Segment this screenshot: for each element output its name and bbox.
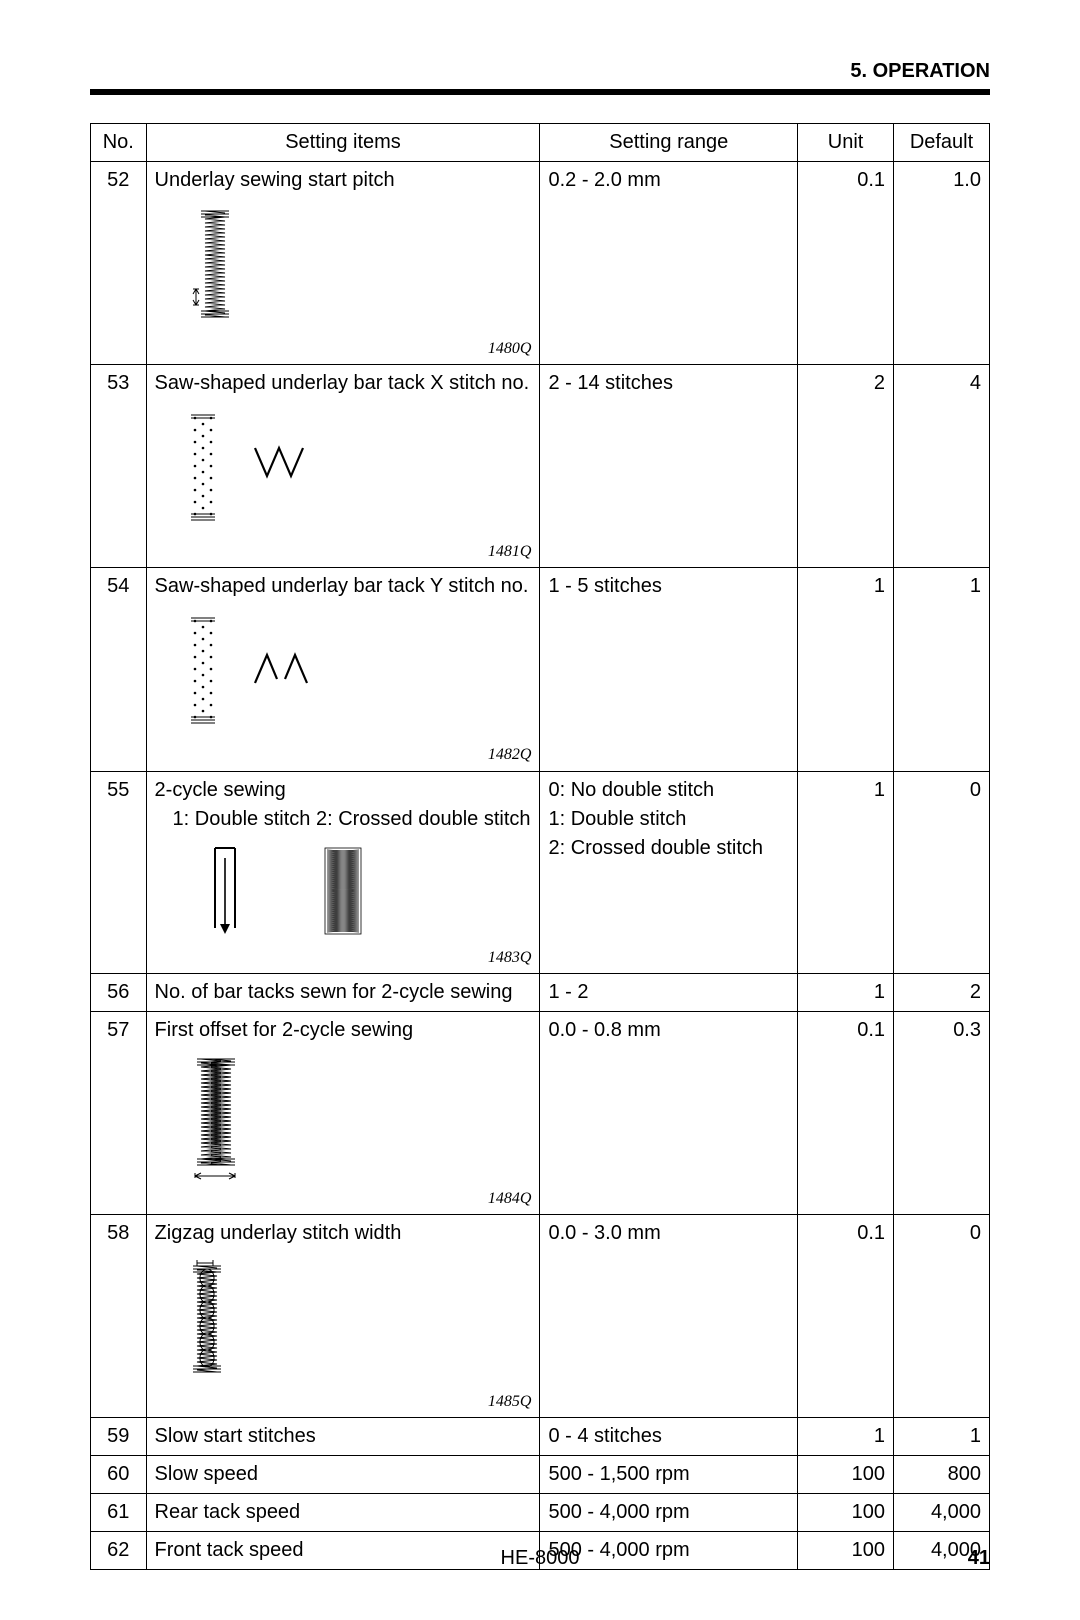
table-row: 55 2-cycle sewing 1: Double stitch 2: Cr…: [91, 771, 990, 973]
table-row: 54 Saw-shaped underlay bar tack Y stitch…: [91, 568, 990, 771]
stitch-diagram-icon: [155, 1055, 532, 1185]
range-line: 0: No double stitch: [548, 779, 714, 801]
cell-unit: 0.1: [798, 1214, 894, 1417]
table-row: 57 First offset for 2-cycle sewing 1484Q: [91, 1011, 990, 1214]
th-no: No.: [91, 124, 147, 162]
figure-code: 1481Q: [155, 540, 532, 563]
th-unit: Unit: [798, 124, 894, 162]
cell-range: 0 - 4 stitches: [540, 1418, 798, 1456]
item-label: Saw-shaped underlay bar tack X stitch no…: [155, 372, 530, 394]
table-row: 53 Saw-shaped underlay bar tack X stitch…: [91, 365, 990, 568]
footer-spacer: [90, 1547, 150, 1570]
item-label: First offset for 2-cycle sewing: [155, 1019, 414, 1041]
cell-item: Slow speed: [146, 1456, 540, 1494]
cell-unit: 100: [798, 1494, 894, 1532]
table-row: 58 Zigzag underlay stitch width 1485Q 0.…: [91, 1214, 990, 1417]
figure-code: 1483Q: [155, 946, 532, 969]
cell-item: Saw-shaped underlay bar tack Y stitch no…: [146, 568, 540, 771]
item-label: Zigzag underlay stitch width: [155, 1222, 402, 1244]
cell-default: 0: [894, 771, 990, 973]
cell-unit: 0.1: [798, 1011, 894, 1214]
cell-no: 56: [91, 973, 147, 1011]
cell-item: First offset for 2-cycle sewing 1484Q: [146, 1011, 540, 1214]
stitch-diagram-icon: [155, 205, 532, 335]
cell-no: 52: [91, 162, 147, 365]
footer-model: HE-8000: [150, 1547, 930, 1570]
table-row: 52 Underlay sewing start pitch 1480Q 0.2…: [91, 162, 990, 365]
th-item: Setting items: [146, 124, 540, 162]
stitch-diagram-icon: [155, 1258, 532, 1388]
cell-range: 0.2 - 2.0 mm: [540, 162, 798, 365]
page: 5. OPERATION No. Setting items Setting r…: [0, 0, 1080, 1620]
section-title: 5. OPERATION: [90, 60, 990, 83]
table-header-row: No. Setting items Setting range Unit Def…: [91, 124, 990, 162]
item-sublabel: 1: Double stitch 2: Crossed double stitc…: [155, 805, 532, 834]
table-row: 60 Slow speed 500 - 1,500 rpm 100 800: [91, 1456, 990, 1494]
cell-default: 4,000: [894, 1494, 990, 1532]
table-row: 56 No. of bar tacks sewn for 2-cycle sew…: [91, 973, 990, 1011]
cell-unit: 1: [798, 568, 894, 771]
th-default: Default: [894, 124, 990, 162]
figure-code: 1480Q: [155, 337, 532, 360]
cell-range: 0: No double stitch 1: Double stitch 2: …: [540, 771, 798, 973]
table-row: 59 Slow start stitches 0 - 4 stitches 1 …: [91, 1418, 990, 1456]
item-label: Saw-shaped underlay bar tack Y stitch no…: [155, 575, 529, 597]
stitch-diagram-icon: [155, 408, 532, 538]
cell-unit: 0.1: [798, 162, 894, 365]
cell-default: 4: [894, 365, 990, 568]
cell-default: 1: [894, 568, 990, 771]
cell-item: Zigzag underlay stitch width 1485Q: [146, 1214, 540, 1417]
cell-item: No. of bar tacks sewn for 2-cycle sewing: [146, 973, 540, 1011]
figure-code: 1484Q: [155, 1187, 532, 1210]
range-line: 2: Crossed double stitch: [548, 837, 763, 859]
stitch-diagram-icon: [155, 844, 532, 944]
cell-no: 55: [91, 771, 147, 973]
cell-item: Slow start stitches: [146, 1418, 540, 1456]
cell-default: 800: [894, 1456, 990, 1494]
cell-range: 1 - 5 stitches: [540, 568, 798, 771]
cell-unit: 1: [798, 1418, 894, 1456]
cell-range: 500 - 4,000 rpm: [540, 1494, 798, 1532]
cell-no: 58: [91, 1214, 147, 1417]
cell-default: 1.0: [894, 162, 990, 365]
parameters-table: No. Setting items Setting range Unit Def…: [90, 123, 990, 1570]
cell-item: 2-cycle sewing 1: Double stitch 2: Cross…: [146, 771, 540, 973]
cell-unit: 2: [798, 365, 894, 568]
table-row: 61 Rear tack speed 500 - 4,000 rpm 100 4…: [91, 1494, 990, 1532]
range-line: 1: Double stitch: [548, 808, 686, 830]
figure-code: 1485Q: [155, 1390, 532, 1413]
item-label: Underlay sewing start pitch: [155, 169, 395, 191]
header-rule: [90, 89, 990, 95]
cell-no: 53: [91, 365, 147, 568]
cell-no: 59: [91, 1418, 147, 1456]
cell-range: 1 - 2: [540, 973, 798, 1011]
cell-unit: 1: [798, 771, 894, 973]
cell-unit: 1: [798, 973, 894, 1011]
cell-default: 1: [894, 1418, 990, 1456]
cell-range: 500 - 1,500 rpm: [540, 1456, 798, 1494]
cell-default: 0: [894, 1214, 990, 1417]
page-footer: HE-8000 41: [90, 1547, 990, 1570]
figure-code: 1482Q: [155, 743, 532, 766]
cell-item: Saw-shaped underlay bar tack X stitch no…: [146, 365, 540, 568]
cell-range: 0.0 - 3.0 mm: [540, 1214, 798, 1417]
stitch-diagram-icon: [155, 611, 532, 741]
cell-range: 0.0 - 0.8 mm: [540, 1011, 798, 1214]
cell-no: 60: [91, 1456, 147, 1494]
item-label: 2-cycle sewing: [155, 779, 286, 801]
cell-no: 57: [91, 1011, 147, 1214]
cell-no: 61: [91, 1494, 147, 1532]
cell-default: 2: [894, 973, 990, 1011]
cell-unit: 100: [798, 1456, 894, 1494]
th-range: Setting range: [540, 124, 798, 162]
footer-page-number: 41: [930, 1547, 990, 1570]
cell-item: Underlay sewing start pitch 1480Q: [146, 162, 540, 365]
cell-item: Rear tack speed: [146, 1494, 540, 1532]
cell-no: 54: [91, 568, 147, 771]
cell-default: 0.3: [894, 1011, 990, 1214]
cell-range: 2 - 14 stitches: [540, 365, 798, 568]
